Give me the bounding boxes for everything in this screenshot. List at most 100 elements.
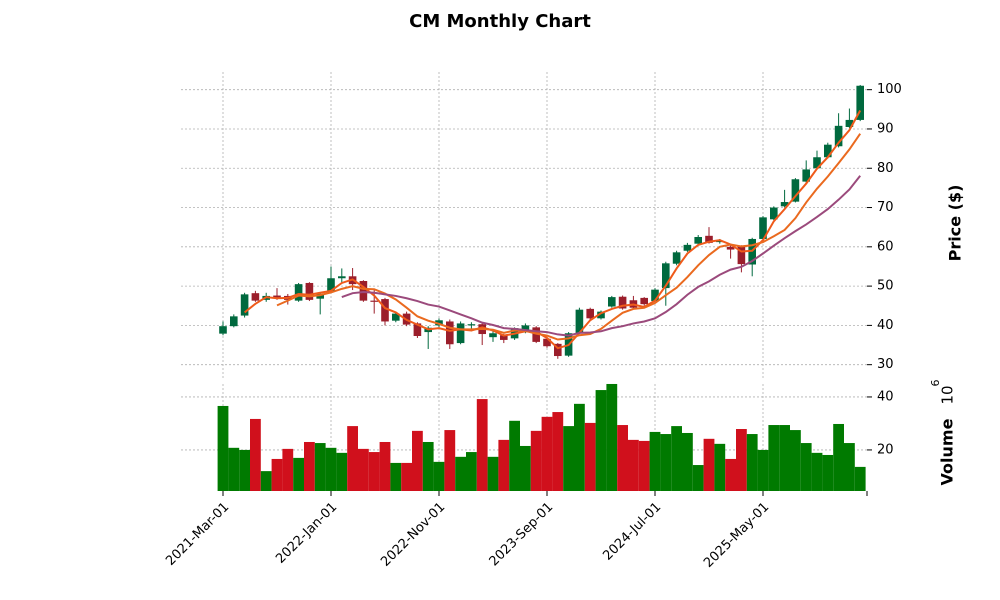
y-tick-label: 50: [877, 279, 894, 294]
x-tick-label: 2021-Mar-01: [163, 500, 232, 569]
volume-bar: [455, 456, 466, 491]
candle-body: [737, 246, 746, 265]
chart-title: CM Monthly Chart: [409, 11, 591, 32]
volume-bar: [552, 412, 564, 491]
candle-body: [640, 297, 648, 305]
volume-bar: [444, 430, 456, 491]
volume-y-tick-label: 20: [877, 442, 894, 457]
candle-body: [780, 202, 789, 207]
candle-body: [338, 276, 346, 279]
volume-bar: [271, 458, 283, 491]
x-tick-label: 2025-May-01: [701, 500, 772, 571]
y-tick-label: 70: [877, 200, 894, 215]
volume-bar: [379, 441, 391, 491]
volume-bar: [703, 438, 715, 491]
y-tick-label: 30: [877, 357, 894, 372]
candle-body: [327, 278, 335, 292]
candle-body: [413, 323, 422, 336]
volume-scale-exponent: 6: [929, 380, 942, 387]
volume-bar: [520, 445, 531, 491]
volume-bar: [574, 403, 585, 491]
volume-bar: [768, 425, 780, 491]
candle-body: [230, 316, 238, 327]
candle-body: [694, 237, 702, 244]
moving-average-line: [276, 133, 862, 341]
y-axis-label: Price ($): [946, 185, 965, 262]
volume-bar: [390, 462, 402, 491]
y-tick-label: 90: [877, 121, 894, 136]
candle-body: [316, 293, 324, 299]
y-tick-label: 40: [877, 318, 894, 333]
candle-body: [651, 289, 659, 302]
volume-bar: [844, 443, 855, 491]
candle-body: [834, 125, 843, 147]
volume-bar: [433, 461, 445, 491]
x-tick-label: 2022-Jan-01: [273, 500, 340, 567]
volume-bar: [401, 462, 412, 491]
volume-bar: [790, 430, 801, 491]
candle-body: [791, 179, 800, 202]
volume-bar: [217, 405, 229, 491]
volume-bar: [541, 416, 553, 491]
candle-body: [845, 119, 854, 127]
volume-bar: [563, 426, 574, 491]
moving-average-line: [341, 175, 861, 337]
moving-average-line: [243, 110, 862, 350]
volume-axis-label: Volume: [938, 418, 957, 485]
candle-body: [489, 333, 497, 338]
candle-body: [716, 240, 724, 243]
volume-bar: [422, 441, 434, 491]
candle-body: [597, 311, 605, 319]
volume-bar: [336, 452, 348, 491]
volume-bar: [347, 426, 358, 491]
volume-bar: [509, 420, 520, 491]
volume-bar: [746, 434, 758, 491]
volume-bar: [606, 383, 618, 491]
candle-body: [856, 85, 864, 120]
candle-body: [726, 246, 735, 250]
volume-bar: [833, 423, 844, 491]
candle-body: [381, 299, 389, 322]
volume-bar: [671, 426, 682, 491]
volume-bar: [725, 458, 736, 491]
candle-body: [446, 321, 454, 345]
volume-bar: [358, 448, 369, 491]
volume-bar: [595, 390, 607, 491]
candle-body: [305, 282, 314, 300]
volume-bar: [530, 430, 542, 491]
y-tick-label: 80: [877, 161, 894, 176]
volume-bar: [800, 443, 812, 491]
candle-body: [813, 157, 821, 169]
volume-bar: [293, 457, 304, 491]
candle-body: [802, 169, 810, 182]
volume-bar: [466, 452, 477, 491]
volume-bar: [487, 456, 499, 491]
volume-bar: [304, 441, 315, 491]
candle-body: [662, 263, 670, 289]
volume-bar: [282, 448, 294, 491]
volume-bar: [649, 431, 661, 491]
volume-bar: [617, 425, 628, 491]
volume-bar: [250, 418, 261, 491]
candle-body: [521, 325, 530, 333]
volume-bar: [692, 465, 704, 491]
candle-body: [251, 293, 260, 301]
volume-bar: [314, 443, 326, 491]
candle-body: [705, 235, 713, 243]
y-tick-label: 100: [877, 82, 902, 97]
candle-body: [456, 323, 465, 344]
volume-bar: [854, 466, 866, 491]
volume-bar: [714, 443, 726, 491]
volume-bar: [736, 429, 747, 491]
volume-y-tick-label: 40: [877, 389, 894, 404]
candle-body: [392, 313, 400, 321]
candle-body: [500, 335, 508, 340]
candle-body: [294, 284, 303, 301]
volume-bar: [476, 399, 488, 491]
volume-bar: [660, 434, 672, 491]
candle-body: [359, 281, 368, 301]
volume-bar: [412, 430, 423, 491]
candle-body: [759, 217, 767, 239]
candle-body: [273, 295, 281, 298]
